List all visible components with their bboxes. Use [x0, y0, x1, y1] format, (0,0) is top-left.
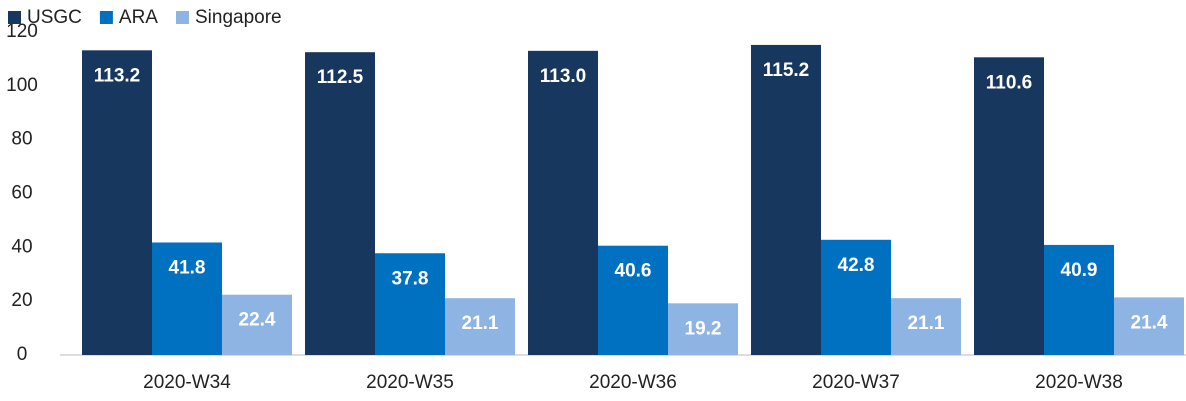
data-label: 41.8: [169, 258, 206, 279]
data-label: 37.8: [392, 268, 429, 289]
data-label: 21.1: [908, 313, 945, 334]
x-tick-label: 2020-W36: [589, 372, 677, 393]
legend-label: Singapore: [195, 7, 282, 28]
bar: [445, 298, 515, 355]
data-label: 42.8: [838, 255, 875, 276]
y-tick-label: 80: [11, 129, 32, 150]
legend-swatch: [175, 11, 189, 24]
bar: [82, 50, 152, 355]
legend-swatch: [8, 11, 21, 24]
data-label: 21.4: [1131, 312, 1168, 333]
bar: [668, 303, 738, 355]
data-label: 110.6: [986, 72, 1033, 93]
bar: [528, 50, 598, 355]
data-label: 21.1: [462, 313, 499, 334]
y-tick-label: 60: [11, 183, 32, 204]
bar: [821, 239, 891, 355]
y-tick-label: 0: [17, 344, 28, 365]
bar: [751, 44, 821, 356]
legend-swatch: [99, 11, 113, 24]
x-tick-label: 2020-W34: [143, 372, 231, 393]
x-tick-label: 2020-W37: [812, 372, 900, 393]
bar: [152, 242, 222, 355]
bar: [305, 52, 375, 355]
x-tick-label: 2020-W38: [1035, 372, 1123, 393]
legend-label: USGC: [27, 7, 82, 28]
y-tick-label: 40: [11, 236, 32, 257]
bar: [1114, 297, 1184, 355]
y-tick-label: 120: [6, 21, 38, 42]
legend-label: ARA: [119, 7, 158, 28]
data-label: 40.9: [1061, 260, 1098, 281]
x-tick-label: 2020-W35: [366, 372, 454, 393]
bar: [222, 294, 292, 355]
data-label: 113.0: [540, 66, 587, 87]
data-label: 112.5: [317, 67, 364, 88]
data-label: 113.2: [94, 65, 141, 86]
data-label: 40.6: [615, 261, 652, 282]
y-tick-label: 100: [6, 75, 38, 96]
bar: [1044, 244, 1114, 355]
bar: [598, 245, 668, 355]
bar: [891, 298, 961, 355]
bar: [974, 57, 1044, 355]
data-label: 22.4: [239, 310, 276, 331]
bar: [375, 253, 445, 355]
data-label: 115.2: [763, 60, 810, 81]
data-label: 19.2: [685, 318, 722, 339]
y-tick-label: 20: [11, 290, 32, 311]
